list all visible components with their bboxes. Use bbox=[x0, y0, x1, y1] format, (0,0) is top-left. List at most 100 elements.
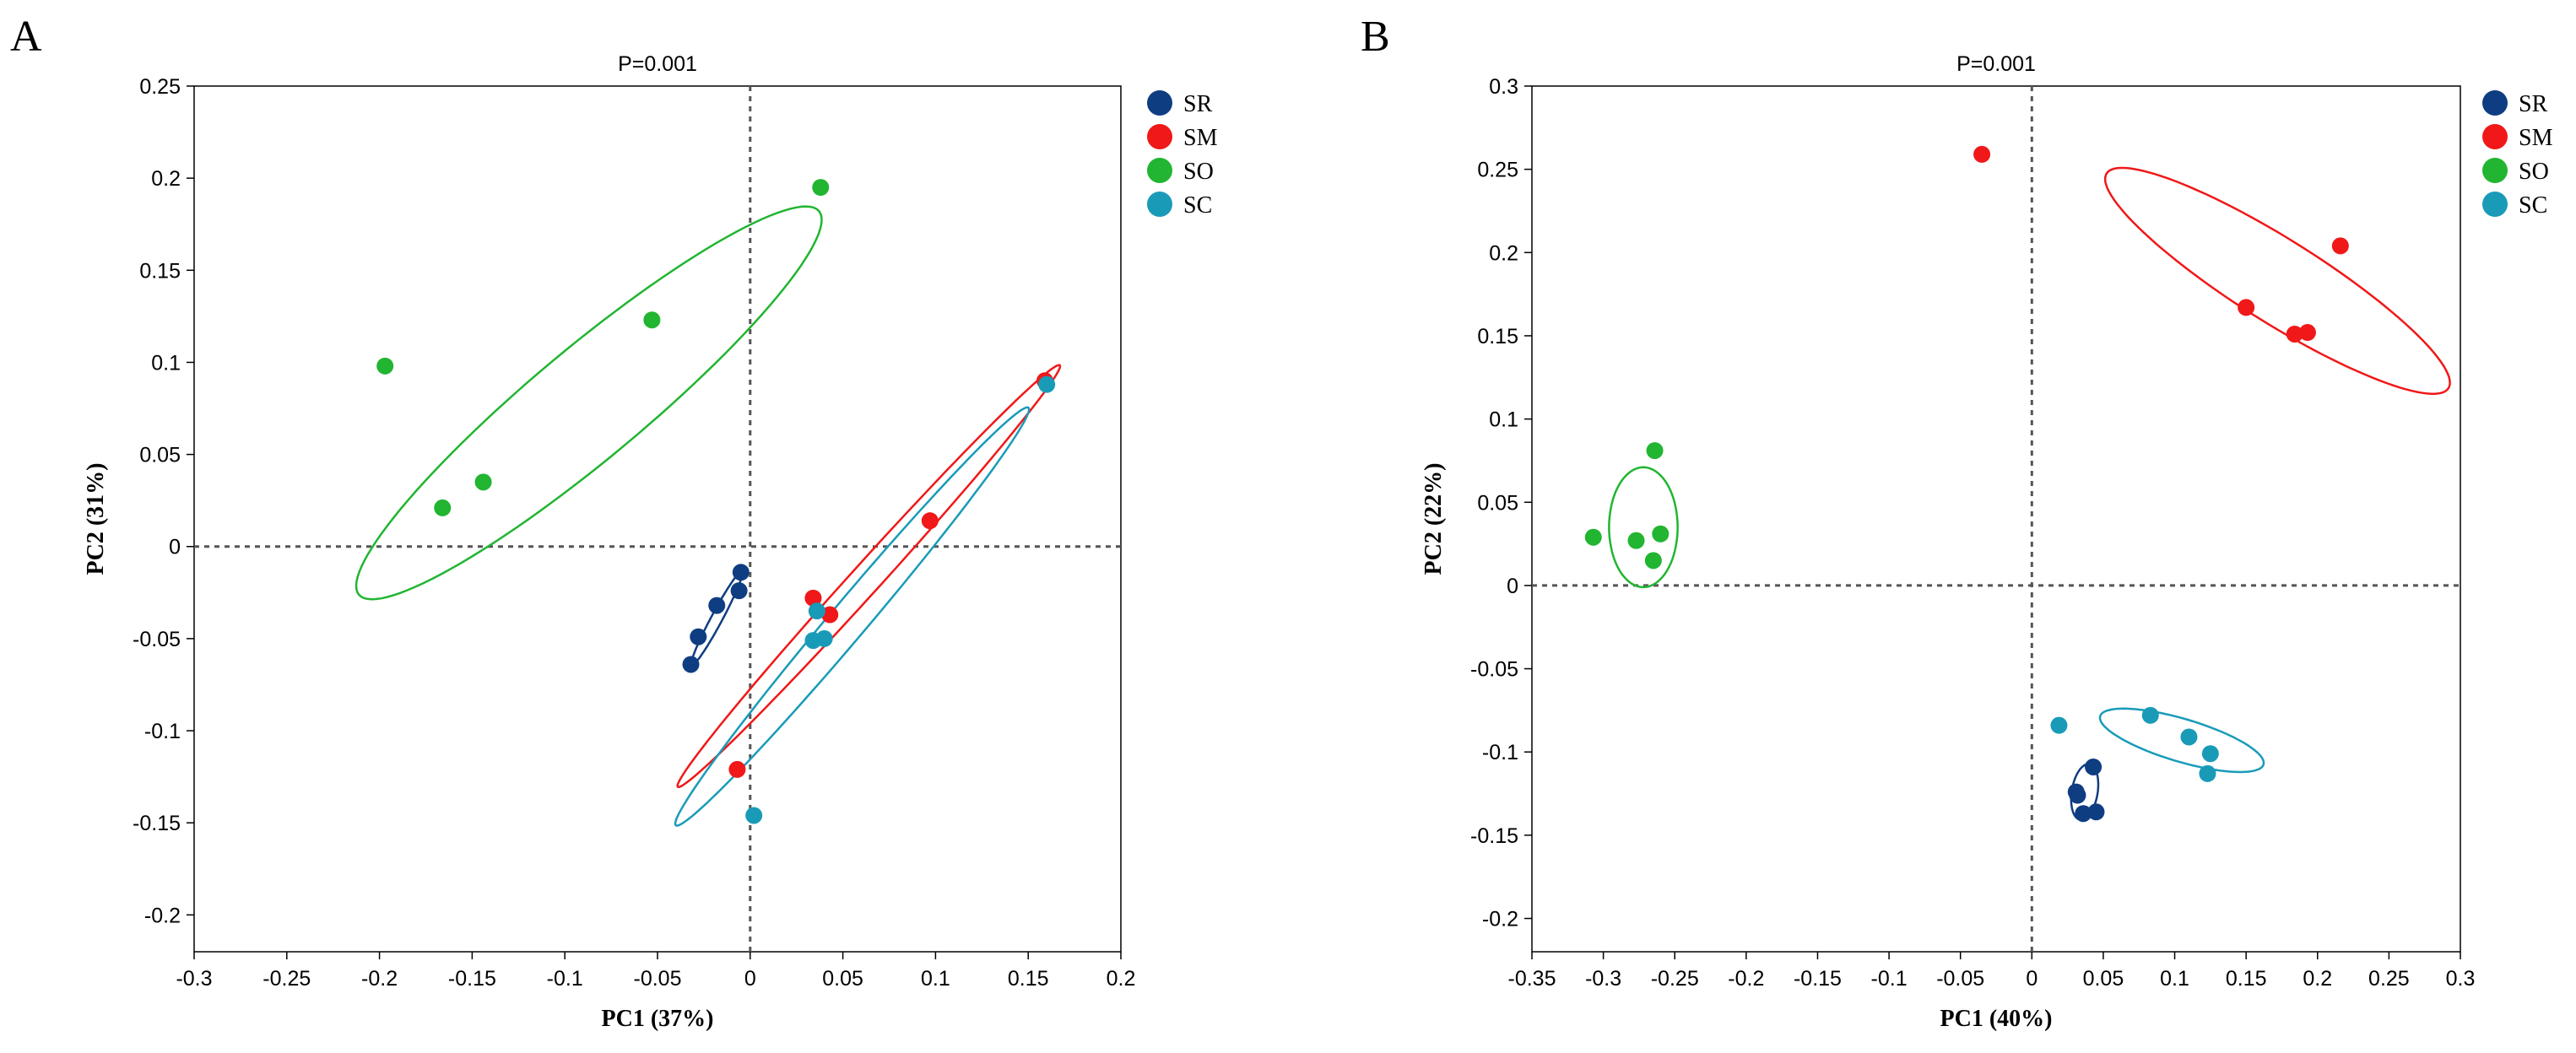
chart-b: -0.35 -0.3 -0.25 -0.2 -0.15 -0.1 -0.05 0 0.05 0.1… bbox=[1421, 52, 2553, 1032]
point-sm bbox=[2286, 325, 2303, 343]
point-sr bbox=[2067, 783, 2085, 801]
legend-marker-so bbox=[2482, 158, 2508, 183]
point-so bbox=[1652, 525, 1670, 543]
x-tick-label: -0.25 bbox=[262, 967, 311, 991]
x-tick-label: -0.1 bbox=[1871, 967, 1908, 991]
y-tick-label: 0 bbox=[169, 536, 181, 559]
x-tick-label: -0.15 bbox=[448, 967, 496, 991]
y-tick-label: -0.15 bbox=[1470, 824, 1518, 848]
point-sr bbox=[732, 564, 750, 581]
point-so bbox=[1644, 552, 1662, 570]
y-tick-label: 0.15 bbox=[1477, 325, 1518, 348]
plot-frame bbox=[1531, 85, 2461, 953]
y-tick-label: 0.1 bbox=[151, 351, 181, 375]
confidence-ellipse-so bbox=[354, 205, 823, 601]
y-tick-label: -0.2 bbox=[144, 904, 181, 927]
point-sm bbox=[1973, 145, 1991, 163]
y-tick-label: -0.15 bbox=[133, 812, 181, 835]
point-sr bbox=[730, 582, 748, 600]
point-so bbox=[812, 179, 830, 197]
x-tick-label: -0.35 bbox=[1508, 967, 1556, 991]
point-sm bbox=[2298, 324, 2316, 342]
legend-marker-sr bbox=[2482, 90, 2508, 116]
y-tick-label: -0.1 bbox=[144, 720, 181, 743]
point-sm bbox=[821, 606, 839, 624]
x-tick-label: 0.05 bbox=[2083, 967, 2124, 991]
y-tick-label: 0.3 bbox=[1489, 75, 1518, 99]
legend-label-so: SO bbox=[1183, 159, 1214, 185]
point-sc bbox=[2199, 764, 2216, 782]
legend-label-sm: SM bbox=[1183, 125, 1218, 151]
chart-a: -0.3 -0.25 -0.2 -0.15 -0.1 -0.05 0 0.05 0.1 0.15 0… bbox=[83, 52, 1218, 1032]
x-tick-label: -0.3 bbox=[1585, 967, 1621, 991]
x-tick-label: 0.05 bbox=[822, 967, 863, 991]
legend-label-sc: SC bbox=[1183, 192, 1212, 219]
y-axis-label: PC2 (22%) bbox=[1421, 463, 1447, 575]
chart-title: P=0.001 bbox=[1956, 52, 2036, 76]
point-so bbox=[1646, 442, 1664, 460]
legend-label-sr: SR bbox=[2519, 91, 2548, 117]
y-tick-label: -0.2 bbox=[1482, 908, 1518, 932]
y-tick-label: -0.05 bbox=[1470, 658, 1518, 682]
x-tick-label: 0.25 bbox=[2368, 967, 2410, 991]
point-sr bbox=[682, 656, 700, 673]
legend-marker-sr bbox=[1147, 90, 1172, 116]
y-axis-label: PC2 (31%) bbox=[83, 463, 109, 575]
point-sr bbox=[2085, 758, 2102, 775]
x-axis-label: PC1 (40%) bbox=[1940, 1006, 2053, 1032]
point-sr bbox=[2075, 805, 2092, 823]
panel-label-a: A bbox=[10, 13, 42, 61]
legend-marker-sm bbox=[1147, 124, 1172, 149]
point-sr bbox=[690, 628, 707, 645]
x-tick-label: -0.3 bbox=[176, 967, 212, 991]
confidence-ellipse-so bbox=[1608, 466, 1679, 589]
plot-frame bbox=[193, 85, 1122, 953]
confidence-ellipse-sm bbox=[2103, 166, 2451, 395]
x-tick-label: 0.2 bbox=[1107, 967, 1136, 991]
legend-label-sc: SC bbox=[2519, 192, 2547, 219]
point-sc bbox=[1038, 375, 1056, 393]
x-tick-label: 0.1 bbox=[2160, 967, 2189, 991]
x-tick-label: -0.25 bbox=[1651, 967, 1699, 991]
confidence-ellipse-sc bbox=[674, 406, 1031, 827]
point-sm bbox=[728, 760, 746, 778]
legend-label-so: SO bbox=[2519, 159, 2549, 185]
x-tick-label: -0.05 bbox=[634, 967, 682, 991]
x-tick-label: -0.2 bbox=[361, 967, 398, 991]
point-so bbox=[1627, 532, 1645, 549]
x-tick-label: 0.3 bbox=[2446, 967, 2476, 991]
x-tick-label: -0.2 bbox=[1728, 967, 1764, 991]
y-tick-label: -0.1 bbox=[1482, 741, 1518, 764]
legend-label-sm: SM bbox=[2519, 125, 2553, 151]
panel-label-b: B bbox=[1361, 13, 1390, 61]
y-tick-label: -0.05 bbox=[133, 628, 181, 651]
point-sm bbox=[804, 589, 822, 607]
point-so bbox=[643, 311, 661, 329]
y-tick-label: 0.2 bbox=[1489, 241, 1518, 265]
point-so bbox=[474, 473, 492, 491]
point-sc bbox=[745, 807, 763, 824]
chart-title: P=0.001 bbox=[618, 52, 697, 76]
point-sr bbox=[708, 597, 726, 614]
y-tick-label: 0.2 bbox=[151, 167, 181, 191]
y-tick-label: 0.25 bbox=[1477, 159, 1518, 182]
x-tick-label: 0.2 bbox=[2303, 967, 2332, 991]
point-so bbox=[1584, 528, 1602, 546]
y-tick-label: 0 bbox=[1507, 575, 1518, 598]
point-sc bbox=[2050, 716, 2068, 734]
point-sm bbox=[2331, 237, 2349, 255]
point-sc bbox=[815, 629, 833, 647]
x-tick-label: -0.15 bbox=[1794, 967, 1842, 991]
point-sr bbox=[2087, 803, 2105, 821]
point-so bbox=[376, 357, 394, 375]
y-tick-label: 0.05 bbox=[139, 444, 181, 467]
y-tick-label: 0.25 bbox=[139, 75, 181, 99]
x-axis-label: PC1 (37%) bbox=[602, 1006, 714, 1032]
x-tick-label: 0.1 bbox=[921, 967, 950, 991]
point-sc bbox=[2180, 728, 2198, 746]
y-tick-label: 0.05 bbox=[1477, 491, 1518, 515]
x-tick-label: -0.05 bbox=[1936, 967, 1984, 991]
confidence-ellipse-sm bbox=[676, 364, 1062, 789]
point-sc bbox=[2141, 706, 2159, 724]
confidence-ellipse-sc bbox=[2098, 707, 2265, 774]
